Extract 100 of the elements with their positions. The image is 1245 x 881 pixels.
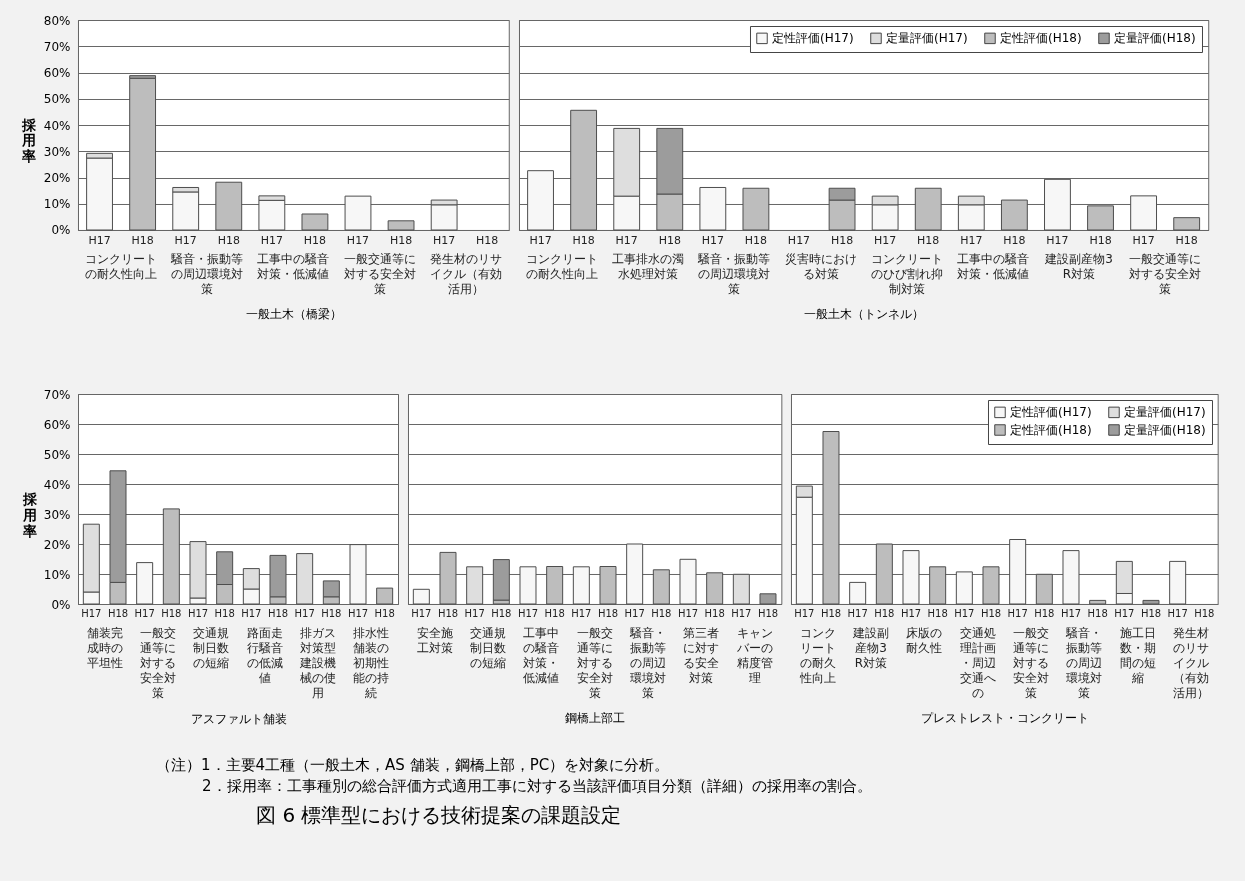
x-tick-label: H18 [491,608,512,619]
text: 施工日数・期間の短縮 [1119,626,1156,685]
bar [569,109,597,231]
text: 一般交通等に対する安全対策 [1013,626,1050,700]
legend-label: 定性評価(H18) [1010,423,1092,437]
x-tick-label: H17 [88,234,111,247]
x-tick-label: H17 [81,608,102,619]
x-tick-label: H18 [131,234,154,247]
x-axis-title: 一般土木（トンネル） [803,307,924,322]
text: 交通規制日数の短縮 [470,626,506,670]
x-tick-label: H17 [1114,608,1135,619]
x-tick-label: H18 [830,234,853,247]
y-tick-label: 10% [43,197,71,212]
legend-label: 定量評価(H18) [1124,423,1206,437]
x-tick-label: H17 [294,608,315,619]
bar [876,543,894,605]
text: 一般交通等に対する安全対策 [343,252,416,296]
x-tick-label: H18 [161,608,182,619]
x-tick-label: H18 [1194,608,1215,619]
text: 工事中の騒音対策・低減値 [956,252,1029,281]
bar [129,77,157,231]
y-tick-label: 50% [43,92,71,107]
y-tick-label: 60% [43,417,71,432]
x-tick-label: H18 [744,234,767,247]
text: 路面走行騒音の低減値 [246,626,283,685]
text: 工事排水の濁水処理対策 [611,252,684,281]
y-tick-label: 70% [43,39,71,54]
bar [162,508,180,605]
x-tick-label: H18 [321,608,342,619]
x-tick-label: H18 [1089,234,1112,247]
text: 排水性舗装の初期性能の持続 [353,626,390,700]
text: 排ガス対策型建設機械の使用 [299,626,336,700]
text: 発生材のリサイクル（有効活用） [429,252,502,296]
y-tick-label: 0% [51,223,71,238]
x-tick-label: H17 [731,608,752,619]
text: 床版の耐久性 [906,626,943,655]
x-tick-label: H17 [959,234,983,247]
x-tick-label: H18 [437,608,459,619]
text: キャンバーの精度管理 [735,626,773,685]
y-tick-label: 0% [51,597,71,612]
y-tick-label: 60% [43,66,71,80]
x-tick-label: H17 [615,234,638,247]
text: 騒音・振動等の周辺環境対策 [1065,626,1103,700]
y-tick-label: 70% [43,387,71,402]
text: 騒音・振動等の周辺環境対策 [170,252,244,296]
text: 工事中の騒音対策・低減値 [523,626,560,685]
y-axis-title: 採用率 [21,116,38,165]
text: 交通処理計画・周辺交通への [959,626,996,700]
x-tick-label: H17 [677,608,699,619]
text: コンクリートの耐久性向上 [85,252,158,281]
x-tick-label: H18 [1003,234,1026,247]
x-tick-label: H18 [1087,608,1109,619]
text: 2．採用率：工事種別の総合評価方式適用工事に対する当該評価項目分類（詳細）の採用率の割合。 [201,777,872,796]
x-tick-label: H18 [1175,234,1198,247]
text: 工事中の騒音対策・低減値 [257,252,330,281]
x-tick-label: H17 [346,234,370,247]
x-tick-label: H18 [214,608,235,619]
x-tick-label: H18 [981,608,1002,619]
bar [301,213,329,231]
text: 交通規制日数の短縮 [193,626,230,670]
legend-label: 定量評価(H18) [1113,31,1196,46]
bar [652,569,670,605]
x-tick-label: H18 [704,608,725,619]
y-axis-title: 採用率 [21,490,38,539]
text: （注）1．主要4工種（一般土木，AS 舗装，鋼橋上部，PC）を対象に分析。 [156,756,671,775]
y-tick-label: 30% [43,144,71,159]
text: 災害時における対策 [784,252,857,281]
y-tick-label: 40% [43,477,71,492]
x-axis-title: 鋼橋上部工 [565,711,626,726]
bar [492,559,510,601]
text: 一般交通等に対する安全対策 [140,626,176,700]
x-tick-label: H17 [517,608,539,619]
text: 騒音・振動等の周辺環境対策 [629,626,666,700]
bar [546,566,564,605]
bar [1036,573,1054,605]
x-tick-label: H17 [794,608,815,619]
x-tick-label: H17 [174,234,197,247]
x-tick-label: H18 [927,608,949,619]
x-tick-label: H17 [847,608,869,619]
x-tick-label: H18 [1034,608,1055,619]
x-tick-label: H17 [260,234,283,247]
x-tick-label: H17 [1007,608,1029,619]
text: 一般交通等に対する安全対策 [1128,252,1201,296]
bar [706,572,724,605]
legend-label: 定量評価(H17) [1124,405,1206,420]
y-tick-label: 80% [43,13,71,28]
text: 騒音・振動等の周辺環境対策 [697,252,771,296]
text: 建設副産物3R対策 [1043,252,1113,281]
y-tick-label: 40% [43,118,71,133]
x-tick-label: H18 [267,608,289,619]
x-tick-label: H18 [544,608,565,619]
x-tick-label: H18 [597,608,619,619]
x-tick-label: H17 [624,608,645,619]
x-tick-label: H17 [873,234,897,247]
bar [599,566,617,605]
bar [822,431,840,605]
text: 建設副産物3R対策 [852,626,890,670]
x-tick-label: H18 [107,608,129,619]
text: 発生材のリサイクル（有効活用） [1173,626,1210,700]
text: 第三者に対する安全対策 [683,626,720,685]
